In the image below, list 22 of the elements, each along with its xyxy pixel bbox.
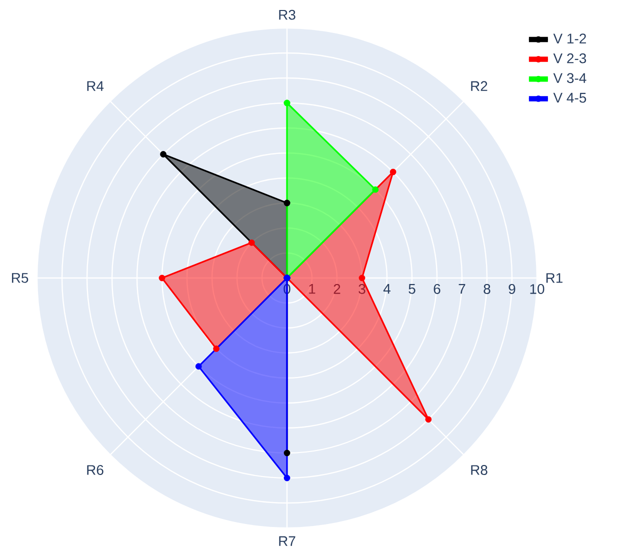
legend-label: V 4-5 bbox=[553, 92, 586, 103]
y-tick-label: 3 bbox=[358, 284, 366, 294]
legend-label: V 3-4 bbox=[553, 73, 586, 84]
y-tick-label: 1 bbox=[309, 284, 316, 294]
y-tick-label: 9 bbox=[508, 284, 516, 294]
y-tick-label: 5 bbox=[408, 284, 416, 294]
spoke-label: R8 bbox=[471, 465, 488, 476]
y-tick-label: 4 bbox=[383, 284, 390, 294]
y-tick-label: 7 bbox=[458, 284, 466, 294]
y-tick-label: 6 bbox=[434, 284, 440, 294]
spoke-label: R7 bbox=[279, 536, 296, 546]
spoke-label: R4 bbox=[87, 81, 104, 91]
y-tick-label: 10 bbox=[530, 284, 544, 294]
spoke-label: R6 bbox=[87, 465, 104, 476]
spoke-label: R1 bbox=[546, 273, 562, 283]
spoke-label: R3 bbox=[279, 10, 296, 20]
y-tick-label: 2 bbox=[334, 284, 340, 294]
legend-label: V 2-3 bbox=[553, 53, 586, 64]
legend-label: V 1-2 bbox=[553, 34, 586, 44]
spoke-label: R5 bbox=[12, 273, 28, 283]
spoke-label: R2 bbox=[471, 81, 488, 91]
y-tick-label: 8 bbox=[484, 284, 490, 294]
